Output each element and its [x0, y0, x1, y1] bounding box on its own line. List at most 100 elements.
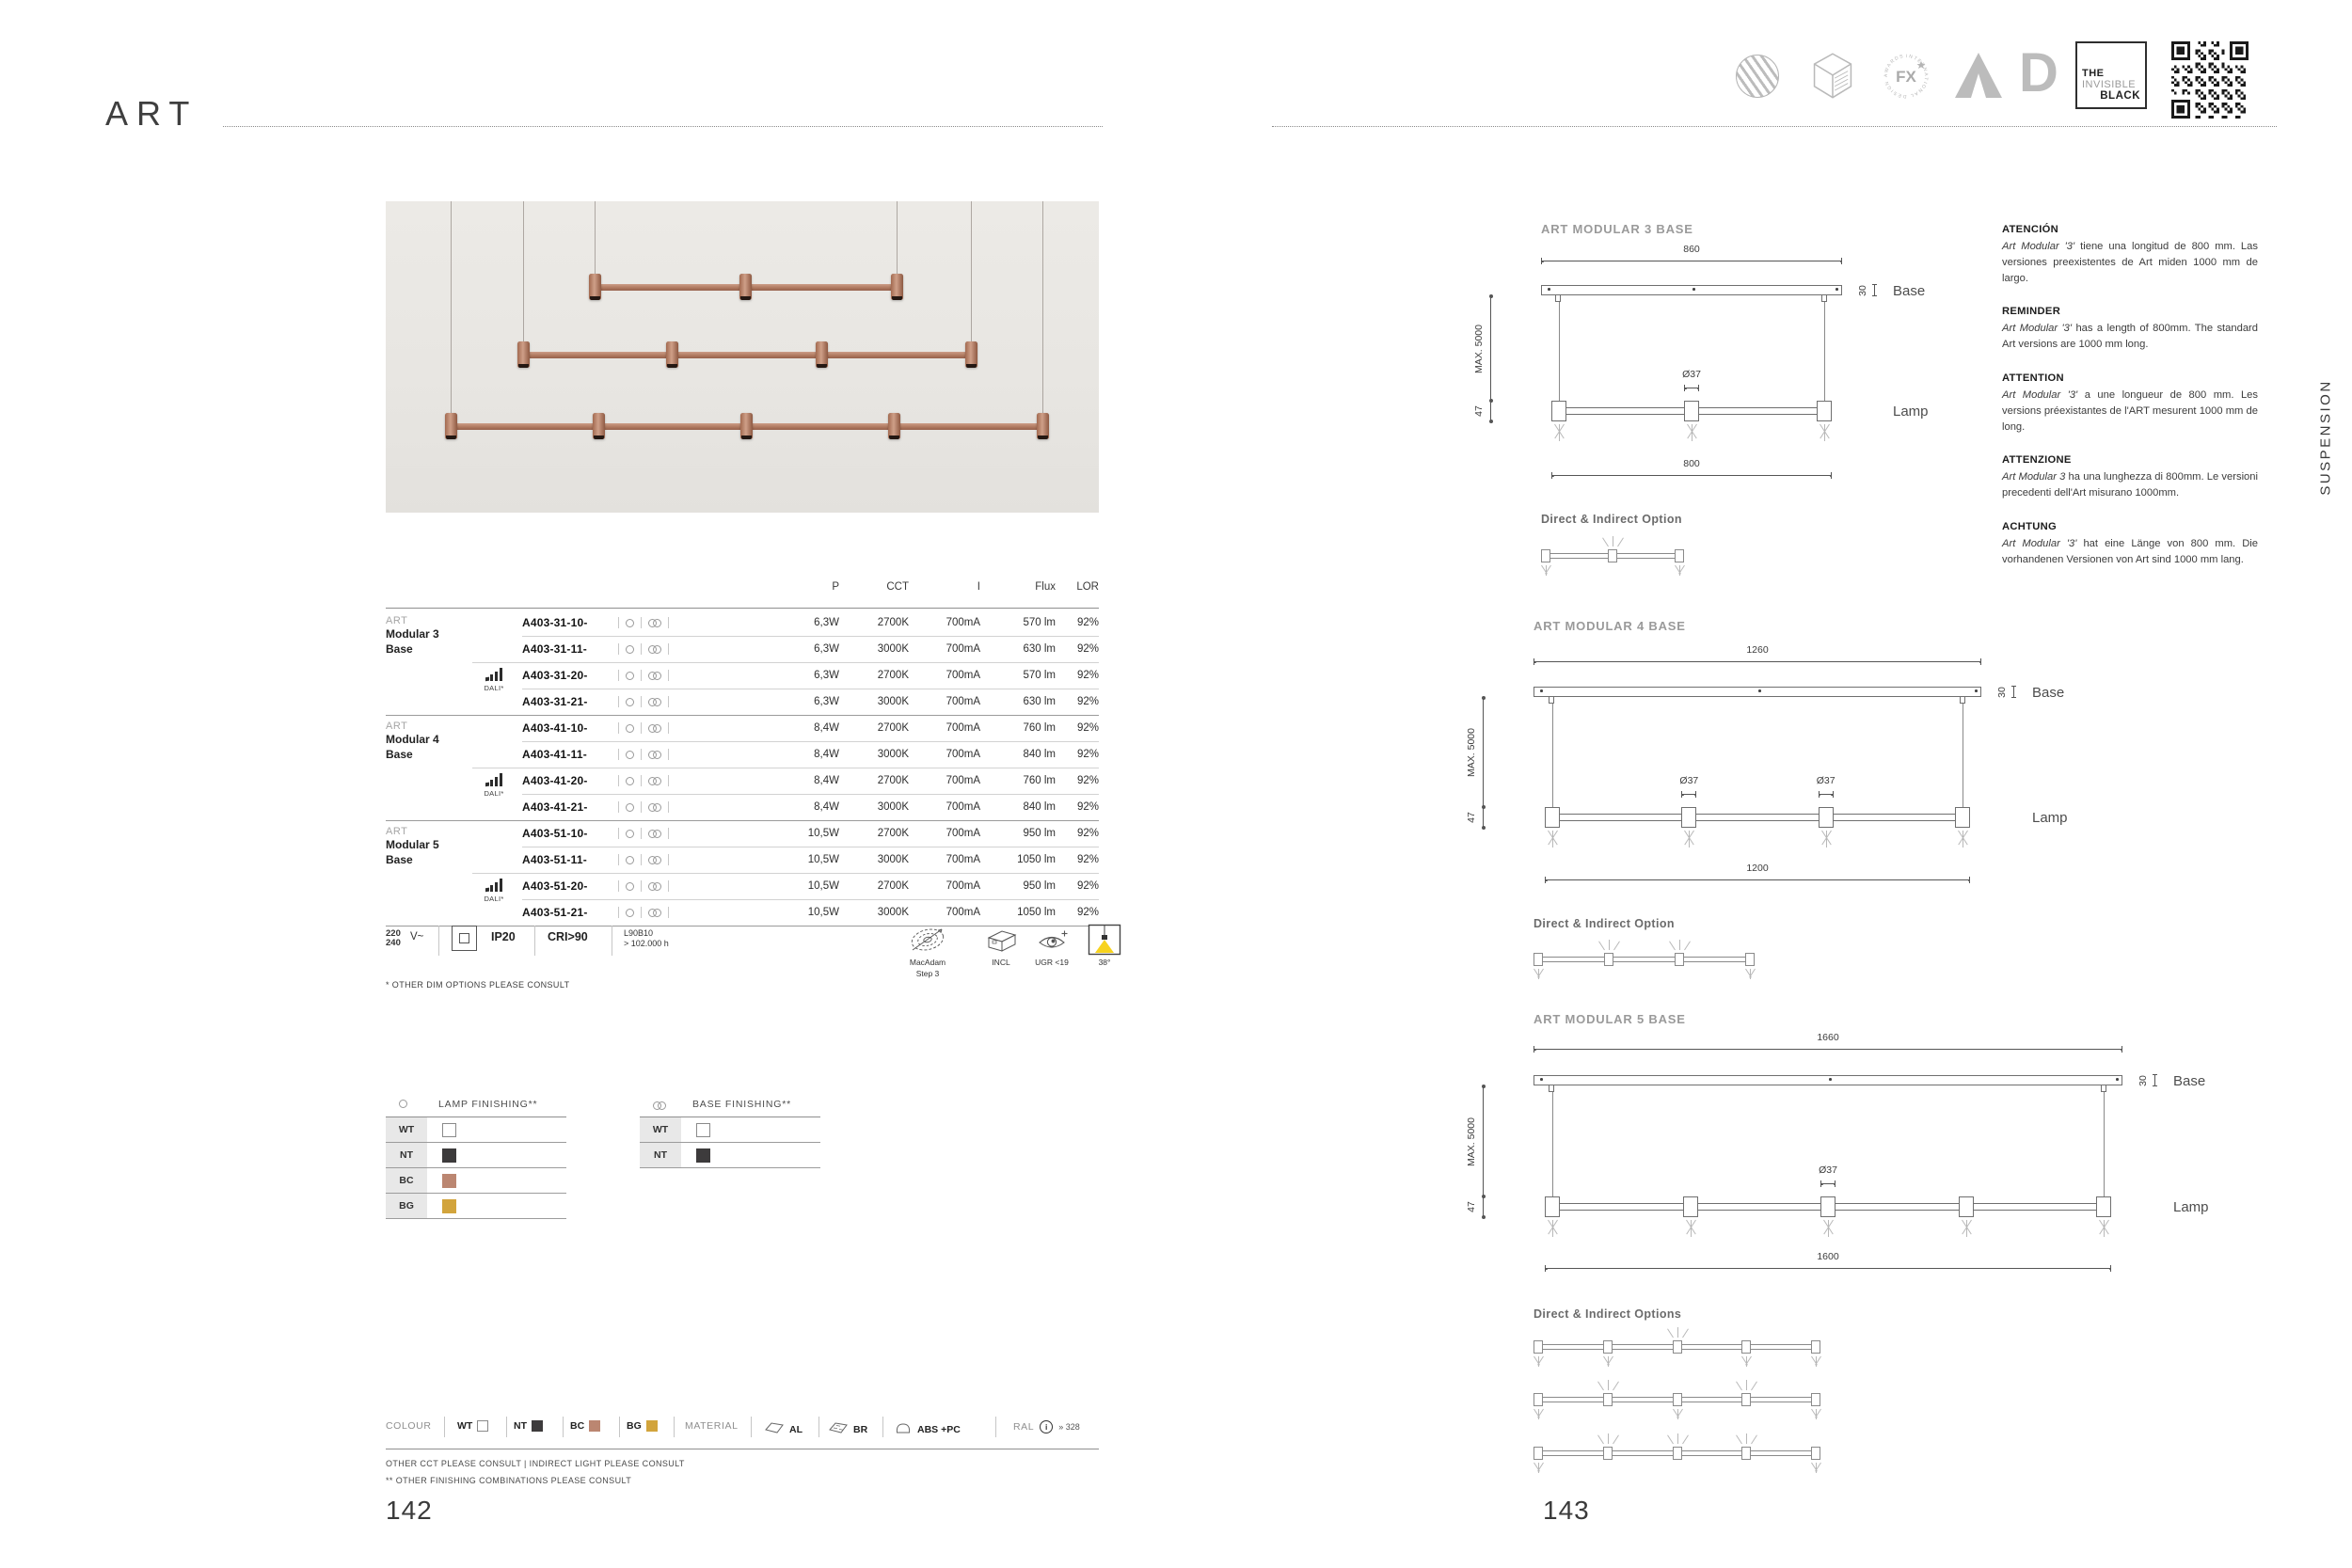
wire-gland	[1549, 1085, 1554, 1092]
element	[1545, 1267, 2111, 1270]
option-diagram	[1534, 952, 1755, 967]
driver-included-badge: INCL	[975, 924, 1027, 967]
light-ray	[1677, 1327, 1678, 1338]
lamp-node	[1820, 1196, 1836, 1217]
slot-separator	[618, 617, 619, 628]
table-row: A403-41-21- 8,4W 3000K 700mA 840 lm 92%	[386, 794, 1099, 820]
base-finishing-table: BASE FINISHING** WT NT	[640, 1093, 820, 1168]
group-label: ART Modular 5 Base	[386, 826, 439, 867]
light-ray	[1597, 1381, 1604, 1391]
max-drop-value: MAX. 5000	[1466, 728, 1477, 777]
lamp-cylinder	[444, 413, 457, 439]
product-code: A403-51-11-	[522, 853, 587, 866]
lamp-cylinder	[890, 274, 903, 300]
wire-gland	[1555, 295, 1561, 302]
note-body: Art Modular '3' has a length of 800mm. T…	[2002, 323, 2258, 351]
finishing-row: WT	[640, 1117, 820, 1143]
light-ray	[1552, 831, 1553, 847]
language-note: ATENCIÓN Art Modular '3' tiene una longit…	[2002, 224, 2258, 286]
slot-separator	[641, 670, 642, 681]
table-row: A403-31-10- 6,3W 2700K 700mA 570 lm 92%	[386, 610, 1099, 636]
macadam-icon	[901, 924, 954, 956]
row-separator	[522, 899, 1099, 900]
table-row: A403-51-20- 10,5W 2700K 700mA 950 lm 92%	[386, 873, 1099, 899]
cell-i: 700mA	[946, 696, 980, 707]
element	[653, 908, 661, 917]
product-code: A403-41-11-	[522, 748, 587, 761]
slot-separator	[668, 828, 669, 839]
cell-p: 8,4W	[814, 749, 839, 760]
material-code: BR	[853, 1423, 868, 1435]
footer-divider	[444, 1417, 445, 1437]
category-side-label: SUSPENSION	[2317, 379, 2334, 496]
lamp-node	[1672, 1447, 1682, 1460]
table-group: ART Modular 3 Base DALI* A403-31-10- 6,3W 2700…	[386, 610, 1099, 716]
lamp-node	[1745, 953, 1755, 966]
lamp-cylinder	[964, 341, 977, 368]
badge-label: Step 3	[915, 969, 940, 978]
product-code: A403-41-20-	[522, 774, 588, 787]
cell-i: 700mA	[946, 907, 980, 918]
cell-i: 700mA	[946, 617, 980, 628]
lamp-cylinder	[739, 274, 752, 300]
lamp-finishing-slot-icon	[626, 671, 634, 680]
finishing-slots	[618, 741, 669, 768]
product-code: A403-31-10-	[522, 616, 588, 629]
slot-separator	[618, 880, 619, 892]
element	[653, 671, 661, 680]
lamp-node	[1545, 807, 1560, 828]
dim-dot	[1488, 399, 1493, 403]
base-dot	[1758, 689, 1761, 692]
finishing-code: NT	[386, 1143, 427, 1167]
multilanguage-notes: ATENCIÓN Art Modular '3' tiene una longit…	[2002, 224, 2258, 568]
tib-line2: INVISIBLE	[2082, 79, 2137, 90]
colour-option-wt: WT	[457, 1420, 489, 1432]
dali-label: DALI*	[484, 895, 504, 903]
suspension-wire	[1552, 704, 1553, 807]
slot-separator	[668, 722, 669, 734]
base-finishing-header: BASE FINISHING**	[640, 1093, 820, 1117]
badge-label: INCL	[992, 958, 1010, 967]
suspension-wire	[1824, 302, 1825, 401]
light-ray	[1607, 1433, 1609, 1444]
product-code: A403-41-10-	[522, 721, 588, 735]
lamp-node	[1681, 807, 1697, 828]
lamp-finishing-slot-icon	[626, 723, 634, 733]
table-header-p: P	[832, 581, 839, 593]
lamp-label: Lamp	[1893, 404, 1929, 420]
light-ray	[1736, 1381, 1743, 1391]
light-ray	[1552, 1220, 1553, 1237]
table-row: A403-41-10- 8,4W 2700K 700mA 760 lm 92%	[386, 715, 1099, 741]
section-title: ART MODULAR 5 BASE	[1534, 1012, 1686, 1026]
cell-i: 700mA	[946, 775, 980, 786]
footer-divider	[674, 1417, 675, 1437]
element	[1820, 1182, 1836, 1185]
element	[1545, 879, 1970, 881]
dim-dot	[1481, 1195, 1486, 1198]
light-ray	[1824, 424, 1825, 441]
cell-flux: 840 lm	[1023, 801, 1056, 813]
finishing-slots	[618, 873, 669, 899]
lamp-node	[1608, 549, 1617, 562]
cell-p: 10,5W	[807, 880, 839, 892]
spec-divider	[534, 926, 535, 956]
light-ray	[1612, 1434, 1619, 1445]
diameter-value: Ø37	[1679, 775, 1699, 786]
bottom-dimension-value: 1600	[1817, 1251, 1839, 1262]
ceiling-base	[1534, 687, 1981, 697]
lamp-finishing-slot-icon	[626, 697, 634, 706]
slot-separator	[668, 749, 669, 760]
base-finishing-slot-icon	[648, 723, 661, 733]
group-separator	[386, 715, 1099, 716]
suspension-wire	[451, 201, 452, 415]
dim-dot	[1481, 1085, 1486, 1088]
lamp-cylinder	[516, 341, 530, 368]
bar	[489, 674, 494, 681]
note-body: Art Modular 3 ha una lunghezza di 800mm.…	[2002, 471, 2258, 499]
row-separator	[522, 741, 1099, 742]
base-finishing-slot-icon	[648, 776, 661, 785]
lamp-height-value: 47	[1466, 812, 1477, 823]
material-option: BR	[828, 1420, 867, 1438]
